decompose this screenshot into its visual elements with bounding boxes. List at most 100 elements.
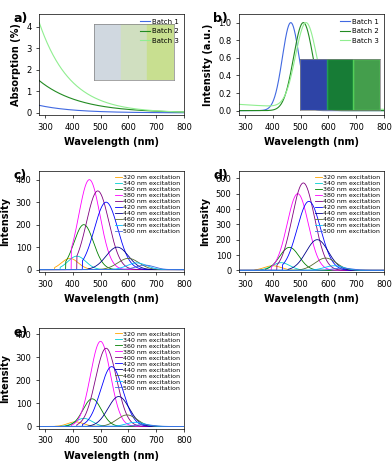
480 nm excitation [102,424,107,429]
420 nm excitation [263,267,267,273]
480 nm excitation [182,267,187,272]
400 nm excitation [146,424,151,429]
500 nm excitation [122,424,127,429]
380 nm excitation [134,424,139,429]
360 nm excitation [90,396,94,402]
Batch 3 [182,109,187,115]
Batch 2 [382,108,387,113]
480 nm excitation [133,420,138,425]
460 nm excitation [102,423,107,428]
360 nm excitation [346,267,351,273]
Line: 500 nm excitation: 500 nm excitation [39,425,184,426]
340 nm excitation [103,423,107,429]
500 nm excitation [237,267,241,273]
Line: 420 nm excitation: 420 nm excitation [39,366,184,426]
Line: Batch 1: Batch 1 [39,105,184,113]
480 nm excitation [334,263,339,269]
400 nm excitation [323,254,327,260]
400 nm excitation [334,266,339,272]
Batch 1 [102,109,107,114]
480 nm excitation [62,424,67,429]
Batch 3 [237,101,241,107]
Batch 1 [37,102,42,108]
340 nm excitation [82,416,86,421]
380 nm excitation [74,224,79,230]
460 nm excitation [37,267,42,272]
Batch 3 [102,99,107,105]
400 nm excitation [95,188,100,194]
400 nm excitation [62,267,67,272]
360 nm excitation [263,267,267,273]
440 nm excitation [315,237,320,242]
Batch 1 [334,108,339,113]
340 nm excitation [346,267,351,273]
480 nm excitation [74,424,79,429]
480 nm excitation [146,264,151,269]
360 nm excitation [382,267,387,273]
Text: d): d) [213,169,228,182]
320 nm excitation [346,267,351,273]
420 nm excitation [146,423,151,429]
420 nm excitation [74,267,79,272]
420 nm excitation [382,267,387,273]
400 nm excitation [263,267,267,273]
360 nm excitation [62,424,67,429]
380 nm excitation [103,236,107,242]
320 nm excitation [62,422,67,427]
Y-axis label: Absorption (%): Absorption (%) [11,23,21,106]
340 nm excitation [103,267,107,272]
Batch 1 [182,110,187,116]
Y-axis label: Intensity: Intensity [200,197,210,246]
400 nm excitation [37,267,42,272]
320 nm excitation [62,257,67,263]
340 nm excitation [123,267,127,272]
Y-axis label: Intensity: Intensity [0,197,10,246]
460 nm excitation [62,424,67,429]
360 nm excitation [123,267,127,272]
Line: 440 nm excitation: 440 nm excitation [39,396,184,426]
500 nm excitation [102,424,107,429]
Batch 3 [304,20,309,25]
340 nm excitation [146,267,151,272]
360 nm excitation [74,417,79,423]
380 nm excitation [62,424,67,429]
500 nm excitation [146,263,151,268]
440 nm excitation [116,394,121,399]
360 nm excitation [62,267,67,272]
420 nm excitation [182,267,187,272]
480 nm excitation [322,265,327,270]
Batch 2 [303,21,307,27]
360 nm excitation [182,267,187,272]
Batch 2 [301,20,306,25]
Text: c): c) [13,169,26,182]
480 nm excitation [382,267,387,273]
500 nm excitation [122,266,127,272]
320 nm excitation [73,419,78,425]
400 nm excitation [102,346,107,352]
460 nm excitation [62,267,67,272]
480 nm excitation [146,422,151,428]
Batch 3 [263,103,267,109]
440 nm excitation [263,267,267,273]
Batch 1 [62,106,67,112]
Line: Batch 3: Batch 3 [239,23,384,109]
480 nm excitation [74,267,79,272]
420 nm excitation [37,424,42,429]
320 nm excitation [274,264,279,269]
Line: 360 nm excitation: 360 nm excitation [39,225,184,270]
340 nm excitation [274,261,279,266]
380 nm excitation [62,267,67,272]
X-axis label: Wavelength (nm): Wavelength (nm) [264,137,359,147]
340 nm excitation [303,267,307,273]
480 nm excitation [102,267,107,272]
460 nm excitation [382,267,387,273]
500 nm excitation [134,264,138,270]
Batch 1 [323,108,327,113]
400 nm excitation [103,203,107,209]
360 nm excitation [103,263,107,268]
Batch 3 [74,83,79,89]
380 nm excitation [74,419,79,425]
Batch 2 [274,106,279,112]
Legend: 320 nm excitation, 340 nm excitation, 360 nm excitation, 380 nm excitation, 400 : 320 nm excitation, 340 nm excitation, 36… [114,331,181,391]
Line: 500 nm excitation: 500 nm excitation [39,265,184,270]
